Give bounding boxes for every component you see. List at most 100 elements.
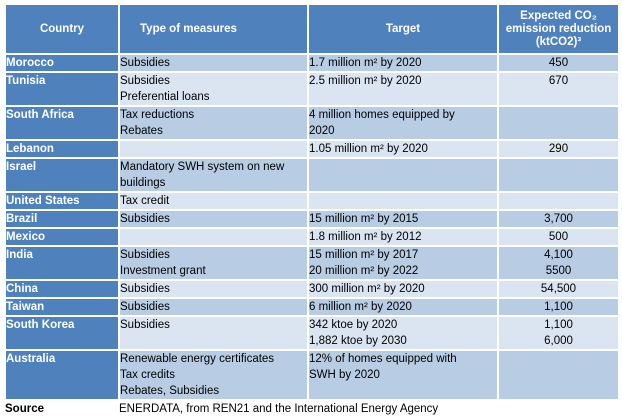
- country-cell: India: [4, 245, 120, 281]
- measures-cell-line: Subsidies: [120, 301, 170, 313]
- measures-cell-line: Preferential loans: [120, 91, 210, 103]
- target-cell-line: 12% of homes equipped with: [309, 353, 457, 365]
- table-row: Brazil Subsidies 15 million m² by 2015 3,70…: [4, 209, 620, 229]
- header-measures: Type of measures: [118, 3, 309, 55]
- country-cell: Israel: [4, 157, 120, 193]
- measures-cell: Subsidies: [118, 209, 309, 229]
- header-reduction: Expected CO₂ emission reduction (ktCO2)³: [497, 3, 620, 55]
- reduction-cell-line: 500: [548, 231, 569, 243]
- reduction-cell: 1,100 6,000: [497, 315, 620, 351]
- target-cell: 6 million m² by 2020: [307, 297, 499, 317]
- measures-cell-line: Rebates: [120, 125, 163, 137]
- table-row: China Subsidies 300 million m² by 2020 54,5…: [4, 279, 620, 299]
- reduction-cell: 1,100: [497, 297, 620, 317]
- reduction-cell: 450: [497, 53, 620, 73]
- target-cell: [307, 191, 499, 211]
- measures-cell: Subsidies: [118, 279, 309, 299]
- header-reduction-line1: Expected CO₂: [520, 9, 597, 22]
- measures-cell: Mandatory SWH system on new buildings: [118, 157, 309, 193]
- measures-cell-line: Subsidies: [120, 319, 170, 331]
- target-cell: 2.5 million m² by 2020: [307, 71, 499, 107]
- target-cell: 1.8 million m² by 2012: [307, 227, 499, 247]
- reduction-cell-line: 5500: [545, 265, 572, 277]
- measures-cell: Renewable energy certificates Tax credits…: [118, 349, 309, 401]
- reduction-cell-line: 1,100: [544, 319, 573, 331]
- header-reduction-line3: (ktCO2)³: [535, 35, 582, 48]
- header-reduction-line2: emission reduction: [505, 22, 612, 35]
- measures-cell: Tax credit: [118, 191, 309, 211]
- reduction-cell-line: 4,100: [544, 249, 573, 261]
- reduction-cell: 4,100 5500: [497, 245, 620, 281]
- measures-cell-line: Tax reductions: [120, 109, 195, 121]
- target-cell-line: 6 million m² by 2020: [309, 301, 412, 313]
- target-cell-line: 15 million m² by 2017: [309, 249, 419, 261]
- country-cell: Tunisia: [4, 71, 120, 107]
- target-cell: 15 million m² by 2015: [307, 209, 499, 229]
- table-row: South Korea Subsidies 342 ktoe by 2020 1,88…: [4, 315, 620, 351]
- measures-cell-line: buildings: [120, 177, 166, 189]
- reduction-cell-line: 450: [548, 57, 569, 69]
- measures-cell-line: Subsidies: [120, 57, 170, 69]
- table-body: Morocco Subsidies 1.7 million m² by 2020 45…: [4, 53, 620, 401]
- target-cell-line: 1.05 million m² by 2020: [309, 143, 428, 155]
- reduction-cell-line: 6,000: [544, 335, 573, 347]
- target-cell: 1.7 million m² by 2020: [307, 53, 499, 73]
- country-cell: South Korea: [4, 315, 120, 351]
- measures-cell-line: Mandatory SWH system on new: [120, 161, 285, 173]
- reduction-cell: 670: [497, 71, 620, 107]
- reduction-cell: 54,500: [497, 279, 620, 299]
- target-cell-line: 4 million homes equipped by: [309, 109, 455, 121]
- country-cell: China: [4, 279, 120, 299]
- table-row: United States Tax credit: [4, 191, 620, 211]
- target-cell-line: 2020: [309, 125, 335, 137]
- target-cell-line: 1.7 million m² by 2020: [309, 57, 422, 69]
- reduction-cell-line: 670: [548, 75, 569, 87]
- reduction-cell: [497, 105, 620, 141]
- table-row: Tunisia Subsidies Preferential loans 2.5 mi…: [4, 71, 620, 107]
- reduction-cell: [497, 191, 620, 211]
- target-cell: [307, 157, 499, 193]
- measures-cell: Subsidies Investment grant: [118, 245, 309, 281]
- measures-cell-line: Rebates, Subsidies: [120, 385, 220, 397]
- measures-cell: Subsidies Preferential loans: [118, 71, 309, 107]
- header-country: Country: [4, 3, 120, 55]
- reduction-cell: 500: [497, 227, 620, 247]
- measures-cell: Tax reductions Rebates: [118, 105, 309, 141]
- measures-cell: [118, 227, 309, 247]
- measures-cell: Subsidies: [118, 297, 309, 317]
- target-cell-line: 300 million m² by 2020: [309, 283, 425, 295]
- table-row: Lebanon 1.05 million m² by 2020 290: [4, 139, 620, 159]
- target-cell-line: 15 million m² by 2015: [309, 213, 419, 225]
- target-cell-line: 1.8 million m² by 2012: [309, 231, 422, 243]
- country-cell: Mexico: [4, 227, 120, 247]
- reduction-cell-line: 3,700: [544, 213, 573, 225]
- reduction-cell: [497, 349, 620, 401]
- target-cell: 4 million homes equipped by 2020: [307, 105, 499, 141]
- header-row: Country Type of measures Target Expected…: [4, 3, 620, 55]
- country-cell: Brazil: [4, 209, 120, 229]
- target-cell-line: 2.5 million m² by 2020: [309, 75, 422, 87]
- target-cell-line: 342 ktoe by 2020: [309, 319, 398, 331]
- reduction-cell-line: 1,100: [544, 301, 573, 313]
- target-cell-line: 1,882 ktoe by 2030: [309, 335, 407, 347]
- measures-cell: Subsidies: [118, 53, 309, 73]
- table-row: Morocco Subsidies 1.7 million m² by 2020 45…: [4, 53, 620, 73]
- reduction-cell: 290: [497, 139, 620, 159]
- country-cell: United States: [4, 191, 120, 211]
- measures-cell-line: Subsidies: [120, 249, 170, 261]
- measures-cell: [118, 139, 309, 159]
- table-row: Mexico 1.8 million m² by 2012 500: [4, 227, 620, 247]
- measures-cell-line: Subsidies: [120, 213, 170, 225]
- target-cell-line: 20 million m² by 2022: [309, 265, 419, 277]
- country-cell: Australia: [4, 349, 120, 401]
- target-cell: 300 million m² by 2020: [307, 279, 499, 299]
- reduction-cell: [497, 157, 620, 193]
- measures-cell-line: Subsidies: [120, 75, 170, 87]
- country-cell: Morocco: [4, 53, 120, 73]
- country-cell: South Africa: [4, 105, 120, 141]
- target-cell: 342 ktoe by 2020 1,882 ktoe by 2030: [307, 315, 499, 351]
- table-row: South Africa Tax reductions Rebates 4 milli…: [4, 105, 620, 141]
- reduction-cell: 3,700: [497, 209, 620, 229]
- source-label: Source: [5, 400, 119, 417]
